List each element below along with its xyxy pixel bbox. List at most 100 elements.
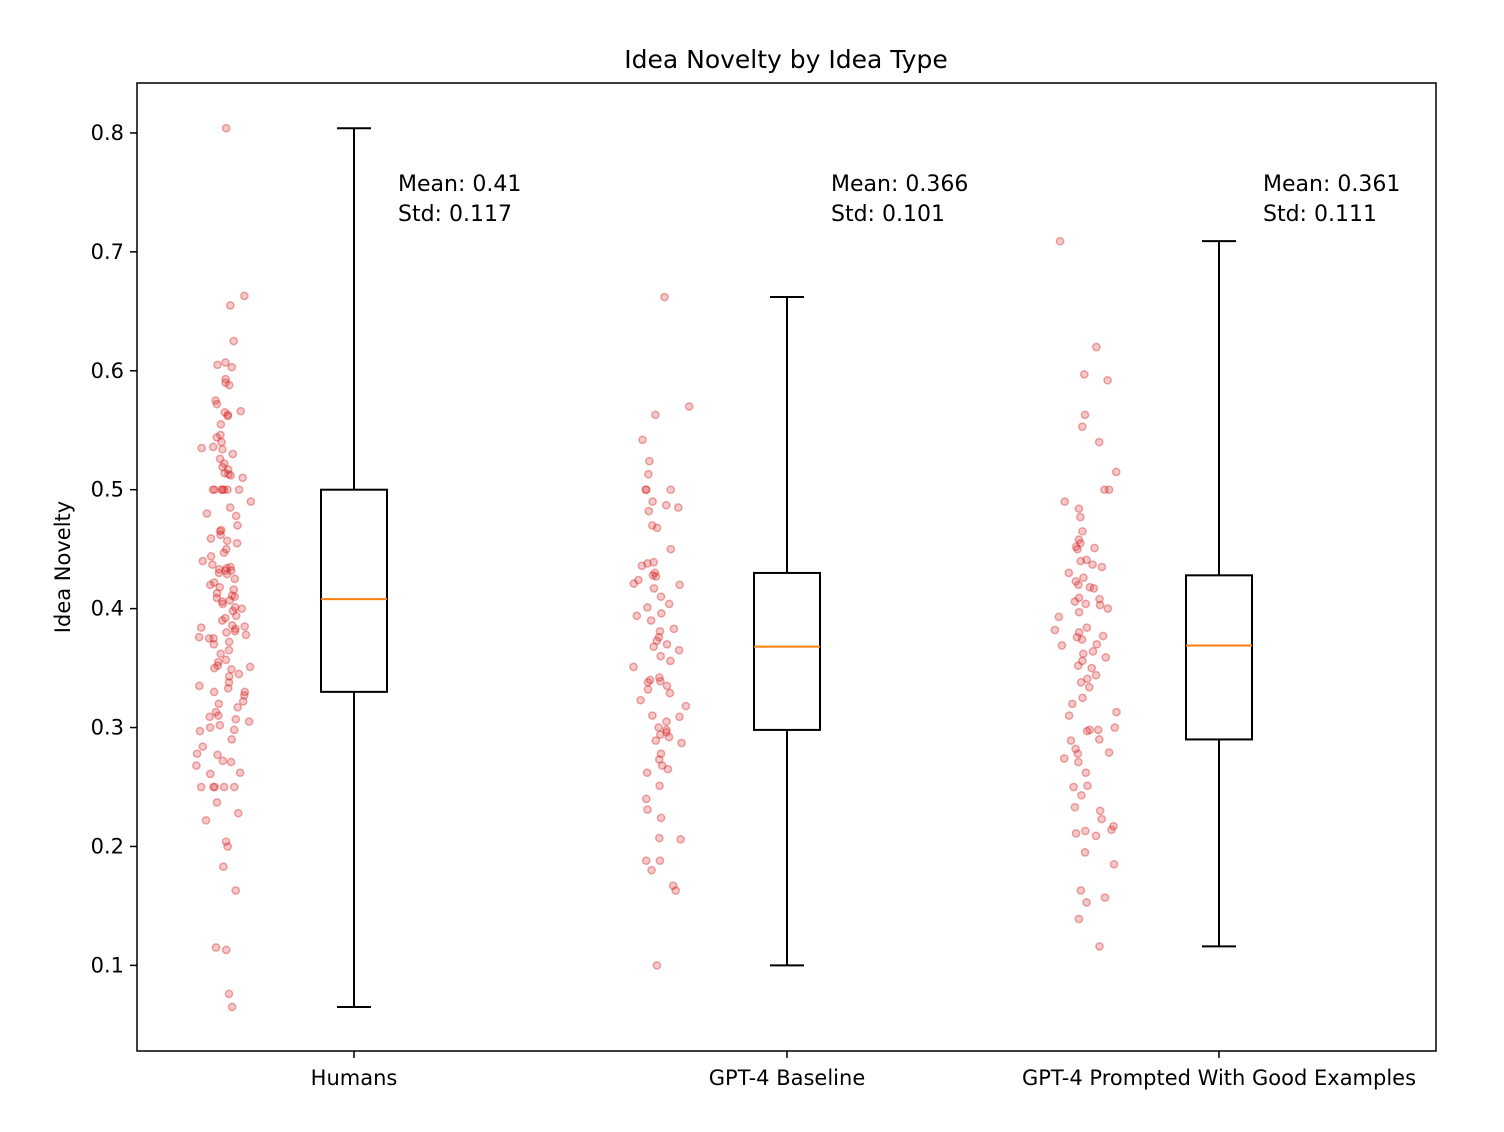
data-point	[217, 597, 227, 606]
data-point	[222, 563, 232, 573]
data-point	[219, 485, 229, 495]
data-point	[666, 485, 676, 495]
data-point	[1050, 625, 1060, 635]
data-point	[650, 568, 660, 578]
data-point	[224, 645, 234, 655]
data-point	[212, 593, 222, 603]
data-point	[669, 624, 679, 634]
data-point	[674, 645, 684, 655]
data-point	[656, 676, 665, 686]
data-point	[666, 656, 675, 666]
data-point	[642, 485, 651, 495]
data-point	[211, 943, 221, 952]
data-point	[214, 565, 224, 574]
y-tick-label: 0.7	[91, 240, 124, 264]
data-point	[212, 399, 222, 409]
data-point	[217, 437, 226, 447]
data-point	[218, 485, 227, 495]
data-point	[656, 592, 666, 602]
data-point	[223, 683, 233, 693]
data-point	[206, 551, 216, 561]
data-point	[214, 699, 224, 709]
y-tick-label: 0.2	[91, 834, 124, 858]
data-point	[213, 657, 223, 667]
data-point	[643, 805, 652, 814]
data-point	[668, 881, 678, 891]
data-point	[217, 616, 227, 625]
data-point	[237, 604, 247, 613]
data-point	[220, 468, 230, 478]
data-point	[677, 738, 686, 748]
data-point	[1092, 342, 1101, 352]
data-point	[1097, 562, 1107, 572]
data-point	[198, 742, 208, 751]
data-point	[213, 661, 223, 671]
y-tick-label: 0.3	[91, 716, 124, 740]
data-point	[1055, 236, 1065, 246]
data-point	[238, 697, 248, 706]
data-point	[201, 815, 211, 825]
data-point	[1082, 898, 1091, 907]
data-point	[1057, 641, 1067, 650]
data-point	[1074, 607, 1084, 617]
data-point	[655, 730, 665, 740]
data-point	[1078, 649, 1088, 659]
data-point	[647, 521, 657, 530]
data-point	[1077, 635, 1087, 644]
data-point	[227, 620, 237, 630]
data-point	[655, 781, 664, 791]
data-point	[663, 764, 673, 774]
data-point	[660, 292, 669, 302]
data-point	[240, 622, 250, 631]
data-point	[225, 503, 235, 512]
axes-layer: Humans GPT-4 Baseline GPT-4 Prompted With …	[91, 82, 1437, 1090]
data-point	[1054, 612, 1064, 622]
data-point	[657, 761, 667, 770]
data-point	[1080, 848, 1090, 857]
data-point	[1104, 485, 1114, 495]
data-point	[1064, 568, 1074, 578]
data-point	[1067, 699, 1077, 709]
data-point	[656, 609, 666, 618]
data-point	[206, 534, 216, 543]
data-point	[1074, 914, 1084, 924]
data-point	[195, 726, 205, 736]
data-point	[227, 664, 236, 674]
data-point	[1110, 723, 1120, 732]
data-point	[244, 717, 254, 726]
data-point	[223, 410, 233, 420]
y-axis-label: Idea Novelty	[51, 501, 75, 633]
data-point	[1071, 744, 1080, 754]
data-point	[223, 465, 233, 474]
data-point	[651, 736, 661, 745]
data-point	[221, 374, 230, 384]
data-point	[240, 291, 249, 301]
y-tick-label: 0.6	[91, 359, 124, 383]
data-point	[1082, 555, 1091, 565]
data-point	[649, 557, 659, 567]
data-point	[1076, 512, 1085, 522]
iqr-box	[753, 571, 821, 731]
data-point	[675, 712, 684, 722]
data-point	[227, 735, 237, 744]
data-point	[643, 603, 652, 612]
data-point	[676, 834, 685, 844]
data-point	[219, 459, 229, 468]
data-point	[216, 419, 226, 429]
data-point	[1069, 782, 1078, 792]
data-point	[652, 636, 662, 646]
data-point	[673, 503, 683, 512]
data-point	[656, 651, 666, 661]
data-point	[1081, 768, 1091, 778]
data-point	[211, 707, 221, 717]
boxes-layer	[320, 127, 1253, 1008]
data-point	[209, 578, 219, 587]
data-point	[1085, 725, 1095, 735]
data-point	[231, 611, 241, 621]
data-point	[220, 408, 230, 417]
data-point	[1073, 661, 1083, 671]
data-point	[212, 798, 222, 807]
data-point	[246, 497, 256, 506]
iqr-box	[320, 488, 388, 693]
